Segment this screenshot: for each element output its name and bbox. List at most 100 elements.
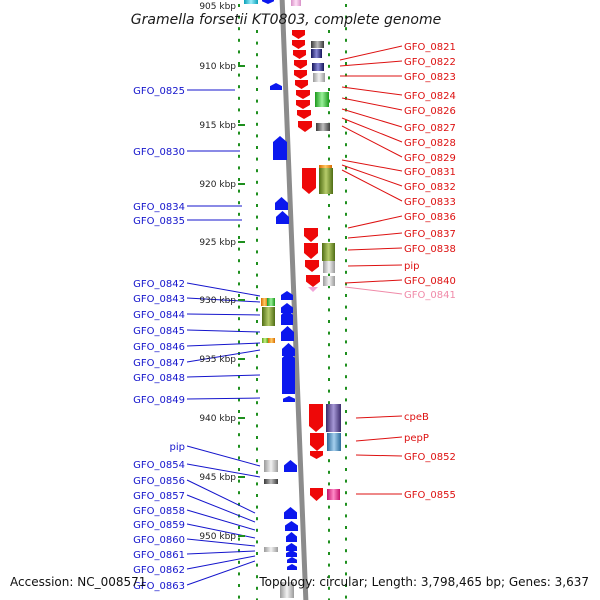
ruler-dot xyxy=(256,30,258,33)
ruler-dot xyxy=(345,85,347,89)
gene-label-left: GFO_0856 xyxy=(133,476,185,487)
ruler-dot xyxy=(345,282,347,286)
ruler-dot xyxy=(256,111,258,115)
ruler-dot xyxy=(345,178,347,181)
ruler-dot xyxy=(238,479,240,483)
ruler-dot xyxy=(345,143,347,147)
connector-left xyxy=(186,397,261,400)
ruler-dot xyxy=(238,131,240,135)
ruler-dot xyxy=(328,273,330,277)
gene-label-right: GFO_0840 xyxy=(404,276,456,287)
gene-label-left: GFO_0825 xyxy=(133,86,185,97)
forward-gene-arrow xyxy=(284,460,297,472)
ruler-dot xyxy=(345,572,347,576)
ruler-dot xyxy=(328,470,330,474)
ruler-dot xyxy=(328,53,330,57)
ruler-dot xyxy=(328,296,330,300)
reverse-gene-arrow xyxy=(309,404,323,432)
ruler-tick-label: 950 kbp xyxy=(199,532,236,542)
ruler-dot xyxy=(345,363,347,367)
ruler-dot xyxy=(238,421,240,425)
gene-label-left: GFO_0835 xyxy=(133,216,185,227)
feature-block xyxy=(291,0,301,6)
ruler-dot xyxy=(256,169,258,173)
ruler-tick-label: 925 kbp xyxy=(199,238,236,248)
gene-label-left: GFO_0849 xyxy=(133,395,185,406)
gene-label-left: GFO_0844 xyxy=(133,310,185,321)
feature-block xyxy=(319,165,332,168)
reverse-gene-arrow xyxy=(305,260,319,272)
gene-label-left: GFO_0846 xyxy=(133,342,185,353)
ruler-dot xyxy=(328,517,330,521)
connector-left xyxy=(186,374,261,378)
ruler-dot xyxy=(345,154,347,158)
connector-right xyxy=(341,97,403,111)
ruler-dot xyxy=(345,491,347,495)
ruler-dot xyxy=(345,340,347,344)
feature-block xyxy=(327,489,340,500)
reverse-gene-arrow xyxy=(294,70,307,79)
ruler-dot xyxy=(256,250,258,254)
gene-label-left: GFO_0842 xyxy=(133,279,185,290)
ruler-dot xyxy=(238,294,240,297)
ruler-dot xyxy=(256,389,258,393)
feature-block xyxy=(323,261,335,273)
feature-block xyxy=(262,307,275,326)
ruler-dots xyxy=(238,4,347,600)
feature-block xyxy=(311,49,322,58)
connector-left xyxy=(186,297,261,303)
ruler-tick-label: 920 kbp xyxy=(199,180,236,190)
ruler-dot xyxy=(238,108,240,112)
reverse-gene-arrow xyxy=(308,287,318,292)
ruler-dot xyxy=(256,41,258,45)
ruler-dot xyxy=(256,192,258,196)
ruler-dot xyxy=(345,456,347,460)
reverse-gene-arrow xyxy=(304,228,318,242)
ruler-dot xyxy=(328,331,330,335)
ruler-tick-label: 935 kbp xyxy=(199,355,236,365)
ruler-dot xyxy=(238,595,240,599)
ruler-dot xyxy=(256,378,258,381)
reverse-gene-arrow xyxy=(296,100,310,109)
gene-label-left: GFO_0862 xyxy=(133,565,185,576)
forward-gene-arrow xyxy=(281,309,293,325)
ruler-dot xyxy=(256,215,258,219)
ruler-dot xyxy=(345,352,347,355)
reverse-gene-arrow xyxy=(292,30,305,39)
reverse-gene-arrow xyxy=(262,0,274,4)
connector-left xyxy=(186,560,256,586)
connector-right xyxy=(355,454,403,457)
label-connectors xyxy=(186,45,403,586)
ruler-dot xyxy=(345,62,347,65)
ruler-dot xyxy=(328,64,330,68)
ruler-dot xyxy=(238,178,240,181)
ruler-dot xyxy=(256,436,258,439)
ruler-dot xyxy=(238,270,240,274)
connector-left xyxy=(186,445,261,467)
gene-label-right: GFO_0831 xyxy=(404,167,456,178)
forward-gene-arrow xyxy=(287,557,297,563)
ruler-tick xyxy=(238,358,245,360)
ruler-dot xyxy=(238,328,240,332)
ruler-dot xyxy=(328,320,330,323)
ruler-dot xyxy=(328,563,330,567)
ruler-dot xyxy=(238,62,240,65)
ruler-dot xyxy=(238,560,240,564)
ruler-dot xyxy=(256,401,258,405)
connector-left xyxy=(186,550,256,555)
feature-block xyxy=(267,298,275,306)
forward-gene-arrow xyxy=(281,291,293,300)
ruler-dot xyxy=(256,528,258,532)
ruler-dot xyxy=(328,354,330,358)
gene-label-right: cpeB xyxy=(404,412,429,423)
connector-right xyxy=(347,232,403,239)
ruler-dot xyxy=(238,236,240,239)
gene-label-right: GFO_0832 xyxy=(404,182,456,193)
gene-label-right: GFO_0837 xyxy=(404,229,456,240)
connector-left xyxy=(186,329,261,333)
ruler-dot xyxy=(238,468,240,471)
ruler-dot xyxy=(328,88,330,91)
connector-right xyxy=(339,60,403,67)
ruler-dot xyxy=(238,212,240,216)
forward-gene-arrow xyxy=(286,532,297,542)
